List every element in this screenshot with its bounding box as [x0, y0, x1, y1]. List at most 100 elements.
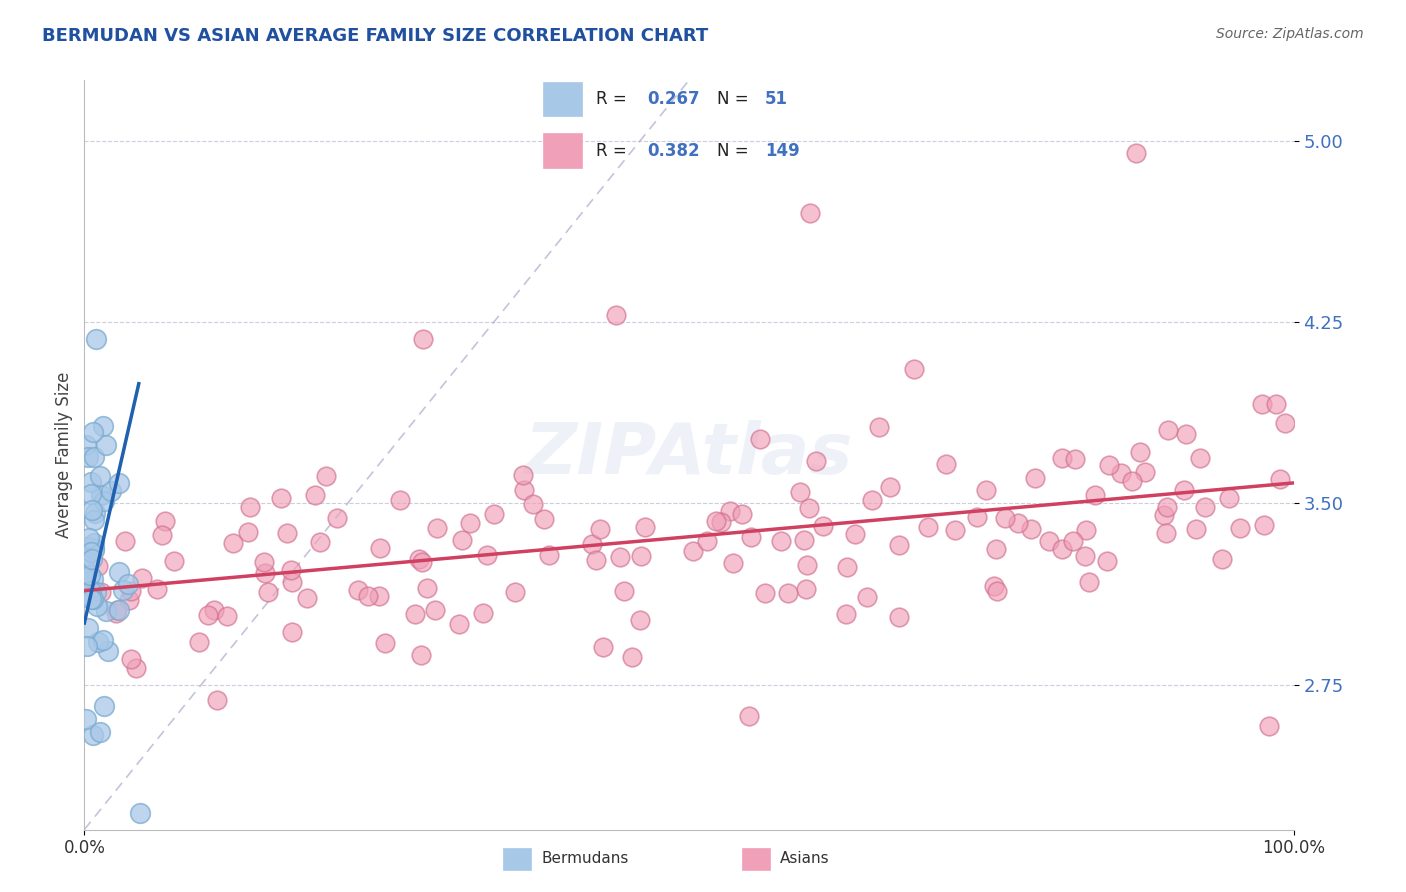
Point: [80, 502, 103, 516]
Point: [943, 524, 966, 538]
Text: BERMUDAN VS ASIAN AVERAGE FAMILY SIZE CORRELATION CHART: BERMUDAN VS ASIAN AVERAGE FAMILY SIZE CO…: [42, 27, 709, 45]
Point: [347, 582, 370, 597]
Point: [187, 635, 209, 649]
Point: [721, 556, 744, 570]
Point: [696, 533, 718, 548]
Point: [1174, 426, 1197, 441]
Point: [83, 450, 105, 465]
Point: [634, 519, 657, 533]
Point: [82, 425, 104, 439]
Point: [80, 475, 103, 489]
Point: [1133, 465, 1156, 479]
Point: [1258, 718, 1281, 732]
Point: [868, 419, 890, 434]
Point: [1019, 522, 1042, 536]
Point: [325, 511, 347, 525]
Point: [589, 522, 612, 536]
Point: [1129, 444, 1152, 458]
Point: [146, 582, 169, 597]
Point: [804, 454, 827, 468]
Point: [1078, 574, 1101, 589]
Point: [79, 588, 101, 602]
Point: [776, 586, 799, 600]
Point: [91, 418, 114, 433]
Point: [748, 432, 770, 446]
Point: [477, 548, 499, 562]
Point: [856, 590, 879, 604]
Point: [451, 533, 474, 548]
Text: N =: N =: [717, 90, 754, 108]
Text: 0.267: 0.267: [647, 90, 699, 108]
Point: [1024, 471, 1046, 485]
Point: [388, 493, 411, 508]
Point: [1264, 397, 1286, 411]
Point: [835, 607, 858, 622]
Point: [709, 515, 731, 529]
Point: [163, 554, 186, 568]
Point: [605, 308, 627, 322]
Point: [423, 603, 446, 617]
Point: [1268, 471, 1291, 485]
Point: [1194, 500, 1216, 515]
Point: [83, 513, 105, 527]
Point: [1253, 518, 1275, 533]
Point: [82, 551, 104, 566]
Point: [80, 583, 103, 598]
Point: [73, 571, 96, 585]
Point: [1074, 549, 1097, 563]
Point: [205, 693, 228, 707]
Point: [458, 516, 481, 530]
Point: [374, 636, 396, 650]
Point: [94, 438, 117, 452]
Text: 149: 149: [765, 142, 800, 160]
Point: [789, 484, 811, 499]
Point: [1038, 534, 1060, 549]
Point: [718, 504, 741, 518]
Point: [75, 574, 97, 588]
Point: [120, 652, 142, 666]
Point: [1250, 397, 1272, 411]
Point: [447, 617, 470, 632]
Point: [426, 521, 449, 535]
Bar: [742, 848, 770, 870]
Point: [409, 648, 432, 662]
Point: [82, 728, 104, 742]
Point: [281, 574, 304, 589]
Point: [1098, 458, 1121, 472]
Point: [89, 725, 111, 739]
Point: [1084, 488, 1107, 502]
Point: [368, 541, 391, 555]
Point: [77, 531, 100, 545]
Text: Bermudans: Bermudans: [541, 852, 628, 866]
Point: [1184, 522, 1206, 536]
Point: [82, 572, 104, 586]
Point: [592, 640, 614, 655]
Point: [1109, 467, 1132, 481]
Text: 51: 51: [765, 90, 787, 108]
Point: [1076, 524, 1098, 538]
Point: [1156, 500, 1178, 514]
Point: [887, 609, 910, 624]
Point: [682, 544, 704, 558]
Point: [994, 511, 1017, 525]
Point: [1218, 491, 1240, 505]
Point: [153, 514, 176, 528]
Point: [309, 535, 332, 549]
Point: [935, 458, 957, 472]
Point: [620, 649, 643, 664]
Point: [512, 468, 534, 483]
Point: [86, 635, 108, 649]
Text: ZIPAtlas: ZIPAtlas: [524, 420, 853, 490]
Point: [197, 607, 219, 622]
Point: [76, 450, 98, 464]
Point: [1154, 525, 1177, 540]
Point: [79, 568, 101, 582]
Text: R =: R =: [596, 90, 633, 108]
Point: [280, 563, 302, 577]
Point: [270, 491, 292, 505]
Point: [84, 332, 107, 346]
Point: [368, 589, 391, 603]
Text: Source: ZipAtlas.com: Source: ZipAtlas.com: [1216, 27, 1364, 41]
Point: [82, 591, 104, 606]
Point: [84, 585, 107, 599]
